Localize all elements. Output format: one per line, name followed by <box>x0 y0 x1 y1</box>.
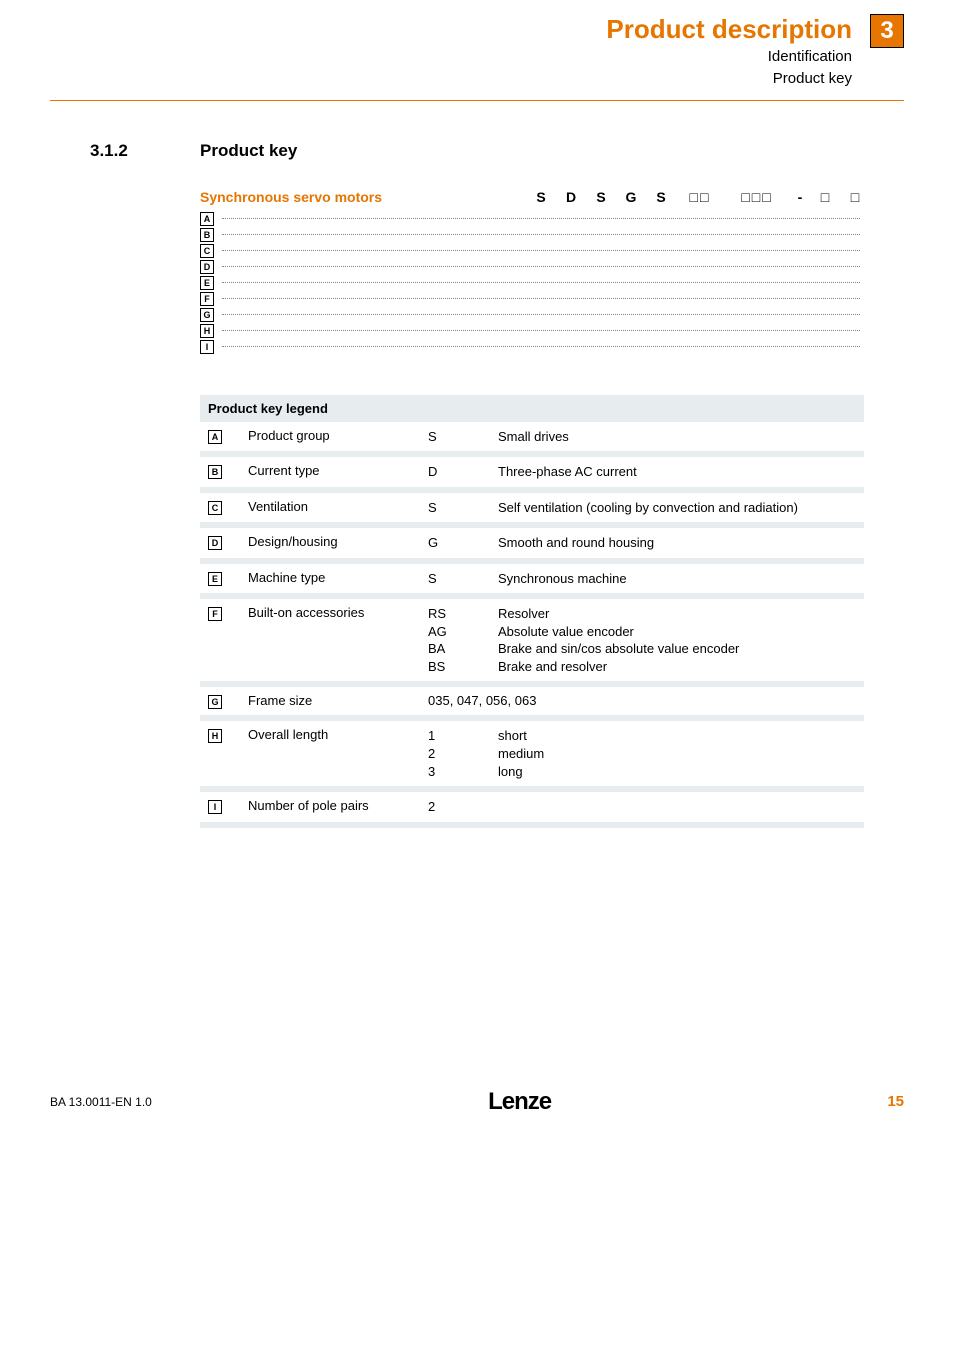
product-key-tree: Synchronous servo motors S D S G S □□ □□… <box>200 189 864 355</box>
legend-row: I Number of pole pairs2 <box>200 792 864 822</box>
tree-letter: G <box>200 308 214 322</box>
tree-letter: F <box>200 292 214 306</box>
tree-letter: E <box>200 276 214 290</box>
legend-name: Design/housing <box>240 528 420 558</box>
code-cell: S <box>532 189 550 205</box>
footer-left: BA 13.0011-EN 1.0 <box>50 1095 152 1109</box>
legend-key: I <box>208 800 222 814</box>
legend-name: Frame size <box>240 687 420 715</box>
tree-dots <box>222 266 860 267</box>
legend-row: G Frame size035, 047, 056, 063 <box>200 687 864 715</box>
legend-desc: Self ventilation (cooling by convection … <box>490 493 864 523</box>
legend-row: H Overall length123shortmediumlong <box>200 721 864 786</box>
tree-line: E <box>200 275 864 291</box>
tree-letter: A <box>200 212 214 226</box>
legend-codes: S <box>420 422 490 452</box>
legend-key: G <box>208 695 222 709</box>
legend-codes: 2 <box>420 792 490 822</box>
legend-codes: D <box>420 457 490 487</box>
tree-label: Synchronous servo motors <box>200 189 532 205</box>
tree-line: G <box>200 307 864 323</box>
legend-desc: Synchronous machine <box>490 564 864 594</box>
tree-dots <box>222 234 860 235</box>
tree-dots <box>222 250 860 251</box>
code-cell: □□□ <box>730 189 784 205</box>
tree-letter: I <box>200 340 214 354</box>
legend-codes: S <box>420 493 490 523</box>
legend-name: Overall length <box>240 721 420 786</box>
code-cell: - <box>796 189 804 205</box>
legend-desc: ResolverAbsolute value encoderBrake and … <box>490 599 864 681</box>
logo: Lenze <box>488 1088 551 1116</box>
legend-name: Machine type <box>240 564 420 594</box>
code-cell: □ <box>846 189 864 205</box>
legend-key: A <box>208 430 222 444</box>
legend-codes: S <box>420 564 490 594</box>
section-number: 3.1.2 <box>90 141 200 161</box>
code-cell: G <box>622 189 640 205</box>
legend-row: C VentilationSSelf ventilation (cooling b… <box>200 493 864 523</box>
tree-line: H <box>200 323 864 339</box>
tree-line: D <box>200 259 864 275</box>
tree-letter: D <box>200 260 214 274</box>
tree-line: I <box>200 339 864 355</box>
legend-name: Number of pole pairs <box>240 792 420 822</box>
tree-letter: H <box>200 324 214 338</box>
code-cell: S <box>652 189 670 205</box>
legend-desc: Smooth and round housing <box>490 528 864 558</box>
page-title: Product description <box>50 14 852 45</box>
legend-codes: RSAGBABS <box>420 599 490 681</box>
legend-table: Product key legend AProduct groupSSmall … <box>200 395 864 828</box>
legend-desc: Small drives <box>490 422 864 452</box>
code-cell: S <box>592 189 610 205</box>
legend-row: F Built-on accessoriesRSAGBABSResolverAbs… <box>200 599 864 681</box>
tree-dots <box>222 314 860 315</box>
code-cell: D <box>562 189 580 205</box>
page-number: 15 <box>887 1093 904 1110</box>
code-cell: □ <box>816 189 834 205</box>
tree-dots <box>222 282 860 283</box>
code-cell: □□ <box>682 189 718 205</box>
header-sub1: Identification <box>50 47 852 67</box>
tree-dots <box>222 298 860 299</box>
tree-dots <box>222 218 860 219</box>
tree-letter: B <box>200 228 214 242</box>
tree-letter: C <box>200 244 214 258</box>
legend-key: B <box>208 465 222 479</box>
legend-desc: Three-phase AC current <box>490 457 864 487</box>
legend-codes: 123 <box>420 721 490 786</box>
legend-row: D Design/housingGSmooth and round housing <box>200 528 864 558</box>
legend-key: H <box>208 729 222 743</box>
chapter-badge: 3 <box>870 14 904 48</box>
legend-codes: G <box>420 528 490 558</box>
legend-row: A Product groupSSmall drives <box>200 422 864 452</box>
legend-name: Product group <box>240 422 420 452</box>
legend-desc: 035, 047, 056, 063 <box>420 687 864 715</box>
legend-spacer <box>200 822 864 828</box>
tree-line: F <box>200 291 864 307</box>
tree-line: A <box>200 211 864 227</box>
header-sub2: Product key <box>50 69 852 89</box>
section-title: Product key <box>200 141 297 161</box>
legend-key: D <box>208 536 222 550</box>
legend-head: Product key legend <box>200 395 864 422</box>
code-cells: S D S G S □□ □□□ - □ □ <box>532 189 864 205</box>
legend-name: Ventilation <box>240 493 420 523</box>
legend-key: C <box>208 501 222 515</box>
legend-row: E Machine typeSSynchronous machine <box>200 564 864 594</box>
legend-key: F <box>208 607 222 621</box>
tree-dots <box>222 330 860 331</box>
legend-name: Built-on accessories <box>240 599 420 681</box>
tree-line: C <box>200 243 864 259</box>
tree-dots <box>222 346 860 347</box>
legend-desc: shortmediumlong <box>490 721 864 786</box>
legend-desc <box>490 792 864 822</box>
legend-row: B Current typeDThree-phase AC current <box>200 457 864 487</box>
legend-name: Current type <box>240 457 420 487</box>
legend-key: E <box>208 572 222 586</box>
tree-line: B <box>200 227 864 243</box>
